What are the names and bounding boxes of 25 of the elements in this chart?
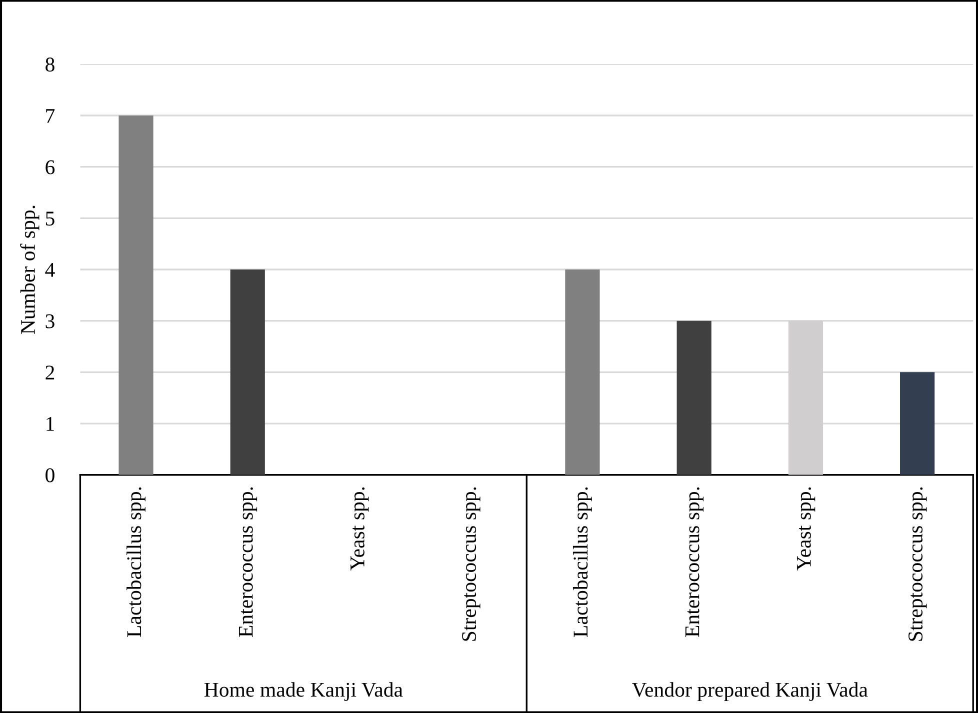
x-tick-label: Streptococcus spp. [908,487,927,641]
y-tick-label: 0 [46,468,54,482]
y-tick-label: 3 [46,314,54,328]
bar [676,320,712,475]
x-tick-label: Enterococcus spp. [685,487,704,637]
text: Home made Kanji Vada [204,682,403,702]
bar [565,270,600,475]
y-tick-label: 7 [46,109,55,123]
y-tick-label: 5 [46,212,54,226]
text: Vendor prepared Kanji Vada [632,682,868,702]
x-tick-label: Yeast spp. [350,487,369,570]
bar [900,372,935,475]
y-tick-label: 1 [46,416,54,431]
x-tick-label: Yeast spp. [797,487,816,570]
y-tick-label: 6 [46,160,55,174]
y-tick-label: 2 [46,366,54,380]
y-tick-label: 4 [45,263,55,277]
bar [118,116,154,475]
x-tick-label: Enterococcus spp. [238,487,258,637]
y-axis-title: Number of spp. [20,206,40,334]
x-tick-label: Streptococcus spp. [462,487,480,641]
bar [230,270,265,475]
x-tick-label: Lactobacillus spp. [126,487,146,637]
y-tick-label: 8 [46,58,54,72]
x-tick-label: Lactobacillus spp. [573,487,592,637]
